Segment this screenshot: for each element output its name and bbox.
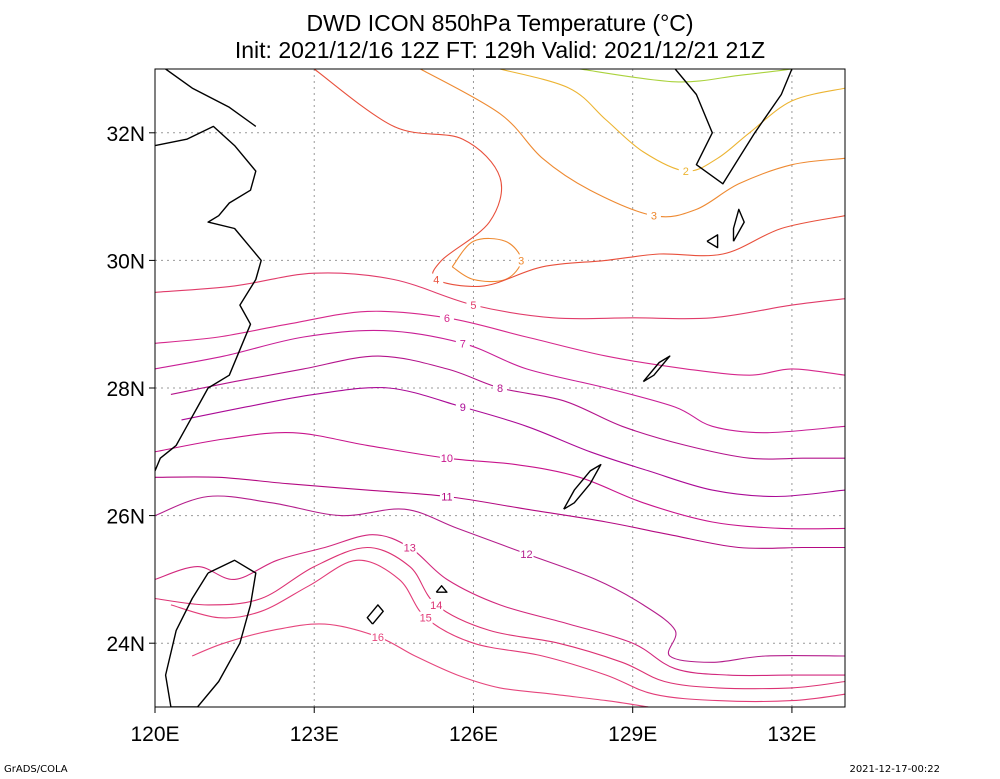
gridlines — [155, 69, 845, 707]
contour-label: 11 — [441, 491, 452, 503]
contour-label: 8 — [497, 383, 503, 395]
y-tick-label: 32N — [106, 123, 145, 146]
coastline-yakushima — [706, 234, 719, 249]
contour-label-bg — [455, 401, 470, 414]
contour-label: 9 — [460, 402, 466, 414]
contour-label: 3 — [651, 211, 657, 223]
contour-label-bg — [646, 209, 661, 222]
contour-4 — [313, 69, 845, 287]
contour-label-bg — [493, 382, 507, 394]
contour-label: 14 — [430, 600, 442, 612]
contour-label-bg — [402, 541, 417, 554]
y-tick-label: 28N — [106, 378, 145, 401]
contour-label-bg — [370, 630, 385, 643]
contour-label: 4 — [433, 275, 439, 287]
x-tick-label: 120E — [130, 723, 179, 746]
contour-5 — [155, 272, 845, 320]
contour-label: 5 — [470, 300, 476, 312]
contour-14 — [155, 546, 845, 690]
contour-15 — [170, 559, 845, 702]
contour-label-bg — [678, 165, 693, 178]
coastline-kyushu-south — [674, 69, 793, 185]
coastline-miyako — [435, 585, 448, 593]
coastline-amami — [642, 355, 671, 383]
contour-7 — [155, 329, 845, 434]
footer-credit: GrADS/COLA — [4, 764, 68, 775]
coastline-china-coast — [155, 125, 262, 472]
contour-label-bg — [429, 598, 444, 611]
contour-label-bg — [514, 254, 529, 267]
contour-label: 7 — [460, 338, 466, 350]
coastline-china-coast-north — [165, 69, 257, 127]
footer-timestamp: 2021-12-17-00:22 — [849, 764, 940, 775]
contour-10 — [155, 431, 845, 530]
temperature-contours — [155, 69, 845, 707]
contour-label: 6 — [444, 313, 450, 325]
contour-label: 2 — [683, 166, 689, 178]
x-tick-label: 132E — [767, 723, 816, 746]
y-tick-label: 24N — [106, 633, 145, 656]
x-tick-label: 126E — [449, 723, 498, 746]
contour-label-bg — [439, 311, 454, 324]
contour-label-bg — [455, 337, 470, 350]
map-subtitle: Init: 2021/12/16 12Z FT: 129h Valid: 202… — [235, 37, 765, 63]
contour-16 — [191, 623, 649, 707]
contour-2 — [499, 69, 845, 172]
coastline-okinawa — [563, 463, 602, 510]
contour-label-bg — [429, 273, 444, 286]
y-tick-label: 26N — [106, 506, 145, 529]
contour-label-bg — [519, 547, 534, 560]
axis-ticks: 120E 123E 126E 129E 132E 24N 26N 28N 30N 32N — [106, 123, 816, 746]
coastlines — [155, 69, 793, 707]
coastline-tanegashima — [732, 208, 745, 242]
contour-8 — [170, 355, 845, 460]
x-tick-label: 123E — [290, 723, 339, 746]
contour-1 — [579, 69, 792, 83]
contour-label: 12 — [520, 549, 532, 561]
contour-11 — [155, 476, 845, 549]
contour-label: 16 — [372, 632, 384, 644]
contour-label-bg — [466, 299, 481, 312]
contour-9 — [181, 387, 845, 498]
y-tick-label: 30N — [106, 250, 145, 273]
contour-12 — [155, 495, 845, 663]
map-title: DWD ICON 850hPa Temperature (°C) — [306, 10, 693, 36]
contour-13 — [155, 534, 845, 677]
contour-label: 10 — [441, 453, 453, 465]
contour-label: 15 — [420, 613, 432, 625]
contour-6 — [155, 310, 845, 376]
contour-label-bg — [439, 490, 454, 503]
contour-label: 13 — [404, 543, 416, 555]
contour-label-bg — [418, 611, 433, 624]
coastline-ishigaki — [366, 604, 384, 625]
coastline-taiwan — [164, 559, 257, 707]
contour-label-bg — [439, 452, 454, 465]
contour-label: 3 — [518, 255, 524, 267]
x-tick-label: 129E — [608, 723, 657, 746]
